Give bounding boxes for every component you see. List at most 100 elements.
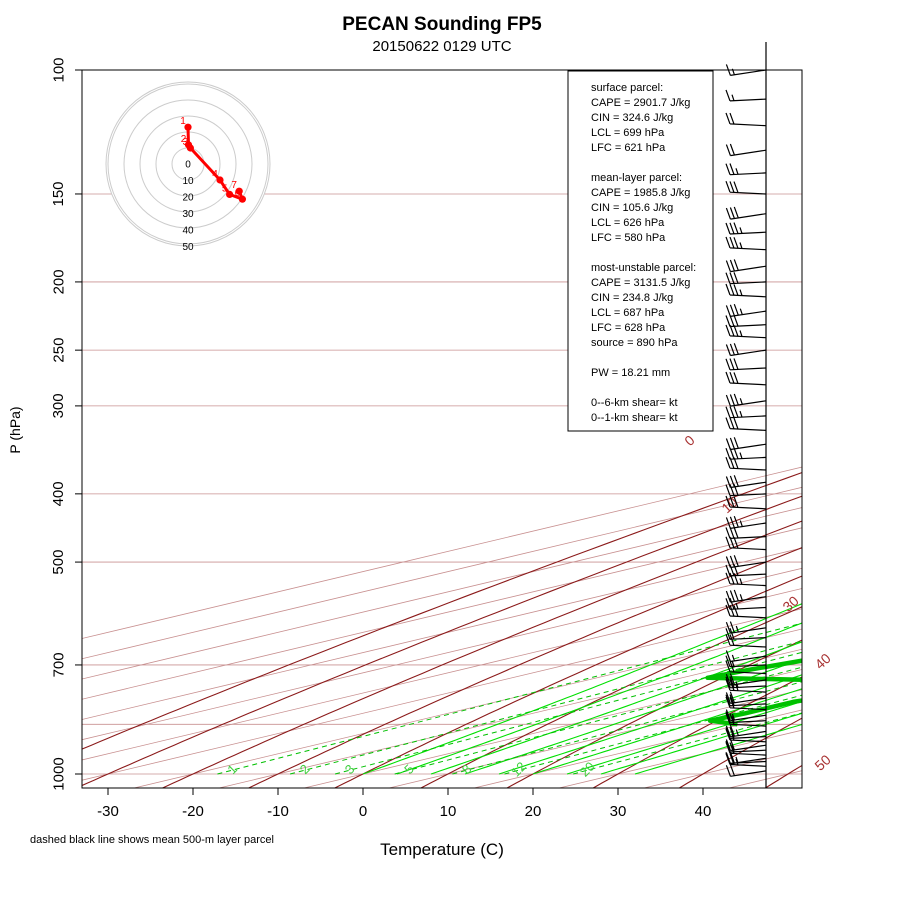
isotherm-line — [810, 38, 900, 789]
isotherm-line — [82, 527, 802, 700]
x-axis-label: Temperature (C) — [380, 840, 504, 859]
isotherm-line — [82, 507, 802, 680]
hodograph-point — [226, 190, 234, 198]
hodograph-ring-label: 30 — [182, 209, 194, 220]
wind-barb — [725, 343, 767, 357]
x-tick-label: 40 — [695, 803, 712, 820]
wind-barb — [725, 303, 767, 317]
hodograph-point — [235, 187, 243, 195]
wind-barb — [725, 206, 767, 220]
wind-barb — [725, 679, 767, 693]
wind-barb — [725, 709, 767, 722]
moist-adiabat-line — [566, 700, 802, 775]
hodograph-point — [184, 123, 192, 131]
y-tick-label: 700 — [50, 652, 67, 677]
wind-barb — [725, 495, 767, 510]
dry-adiabat-line — [419, 606, 802, 788]
wind-barb — [725, 621, 767, 634]
wind-barb — [725, 283, 767, 298]
moist-adiabat-line — [396, 622, 802, 775]
wind-barb — [725, 456, 767, 471]
chart-series — [705, 70, 900, 738]
info-box-line: LFC = 628 hPa — [591, 322, 666, 334]
hodograph-point — [186, 144, 194, 152]
isotherm-line — [132, 628, 802, 788]
y-tick-label: 300 — [50, 393, 67, 418]
wind-barb — [725, 738, 767, 752]
chart-subtitle: 20150622 0129 UTC — [372, 38, 511, 55]
moist-adiabat-line — [532, 688, 802, 775]
hodograph-point-label: 7 — [231, 180, 237, 191]
wind-barb — [725, 536, 767, 551]
dry-adiabat-label: 0 — [681, 432, 698, 449]
info-box-line: 0--6-km shear= kt — [591, 397, 678, 409]
moist-adiabat-line — [498, 674, 802, 775]
y-tick-label: 1000 — [50, 757, 67, 790]
wind-barb — [725, 724, 767, 738]
hodograph-point-label: 2 — [181, 134, 187, 145]
info-box-line: CIN = 105.6 J/kg — [591, 202, 673, 214]
hodograph-point — [216, 176, 224, 184]
y-tick-label: 250 — [50, 338, 67, 363]
hodograph-ring — [107, 83, 269, 245]
isotherm-line — [217, 648, 802, 788]
hodograph-point-label: 5 — [222, 183, 228, 194]
hodograph-point-label: 3 — [183, 137, 189, 148]
wind-barb — [725, 555, 767, 569]
hodograph-background — [105, 81, 271, 247]
moist-adiabat-line — [430, 641, 802, 775]
isotherm-line — [82, 608, 802, 781]
temperature-series-line — [836, 70, 900, 738]
x-tick-label: 20 — [525, 803, 542, 820]
wind-barb — [725, 633, 767, 648]
dry-adiabat-label: 40 — [812, 650, 834, 672]
isotherm-line — [82, 567, 802, 741]
wind-barb — [725, 112, 767, 127]
info-box-line: mean-layer parcel: — [591, 172, 682, 184]
info-box-line: CAPE = 2901.7 J/kg — [591, 97, 690, 109]
info-box-line: LFC = 580 hPa — [591, 232, 666, 244]
wind-barb — [725, 589, 767, 603]
isotherm-line — [82, 588, 802, 761]
wind-barb — [725, 64, 767, 76]
wind-barb — [725, 572, 767, 587]
hodograph-point-label: 4 — [212, 169, 218, 180]
mixing-ratio-line — [504, 694, 802, 775]
wind-barb — [725, 417, 767, 431]
x-axis-ticks: -30 -20 -10 0 10 20 30 40 — [97, 788, 711, 820]
wind-barb — [725, 526, 767, 539]
moist-adiabat-line — [600, 712, 802, 775]
wind-barb — [725, 694, 767, 707]
y-tick-label: 400 — [50, 481, 67, 506]
y-tick-label: 150 — [50, 181, 67, 206]
dry-adiabat-label: 50 — [811, 751, 833, 773]
hodograph-ring-label: 50 — [182, 242, 194, 253]
info-box-line: 0--1-km shear= kt — [591, 412, 678, 424]
hodograph-point — [238, 195, 246, 203]
wind-barb — [725, 163, 767, 176]
x-tick-label: 0 — [359, 803, 367, 820]
x-tick-label: -10 — [267, 803, 289, 820]
dry-adiabat-line — [850, 38, 900, 789]
hodograph-ring-label: 20 — [182, 193, 194, 204]
wind-barb — [725, 604, 767, 619]
info-box-frame — [567, 70, 714, 432]
chart-grid — [82, 38, 900, 789]
dry-adiabat-line — [82, 472, 802, 750]
hodograph-ring-label: 0 — [185, 160, 191, 171]
hodograph-ring — [139, 115, 237, 213]
wind-barb — [725, 314, 767, 328]
mixing-ratio-line — [452, 681, 802, 775]
y-axis-ticks: 100 150 200 250 300 400 500 700 1000 — [50, 57, 82, 791]
hodograph-point-label: 1 — [180, 116, 186, 127]
wind-barb — [725, 696, 767, 711]
chart-footnote: dashed black line shows mean 500-m layer… — [30, 834, 274, 846]
mixing-ratio-label: 12 — [508, 759, 529, 780]
wind-barb — [725, 711, 767, 724]
info-box-line: LFC = 621 hPa — [591, 142, 666, 154]
wind-barb — [725, 180, 767, 195]
wind-barb — [725, 447, 767, 460]
wind-barb — [725, 650, 767, 663]
info-box-line: surface parcel: — [591, 82, 663, 94]
